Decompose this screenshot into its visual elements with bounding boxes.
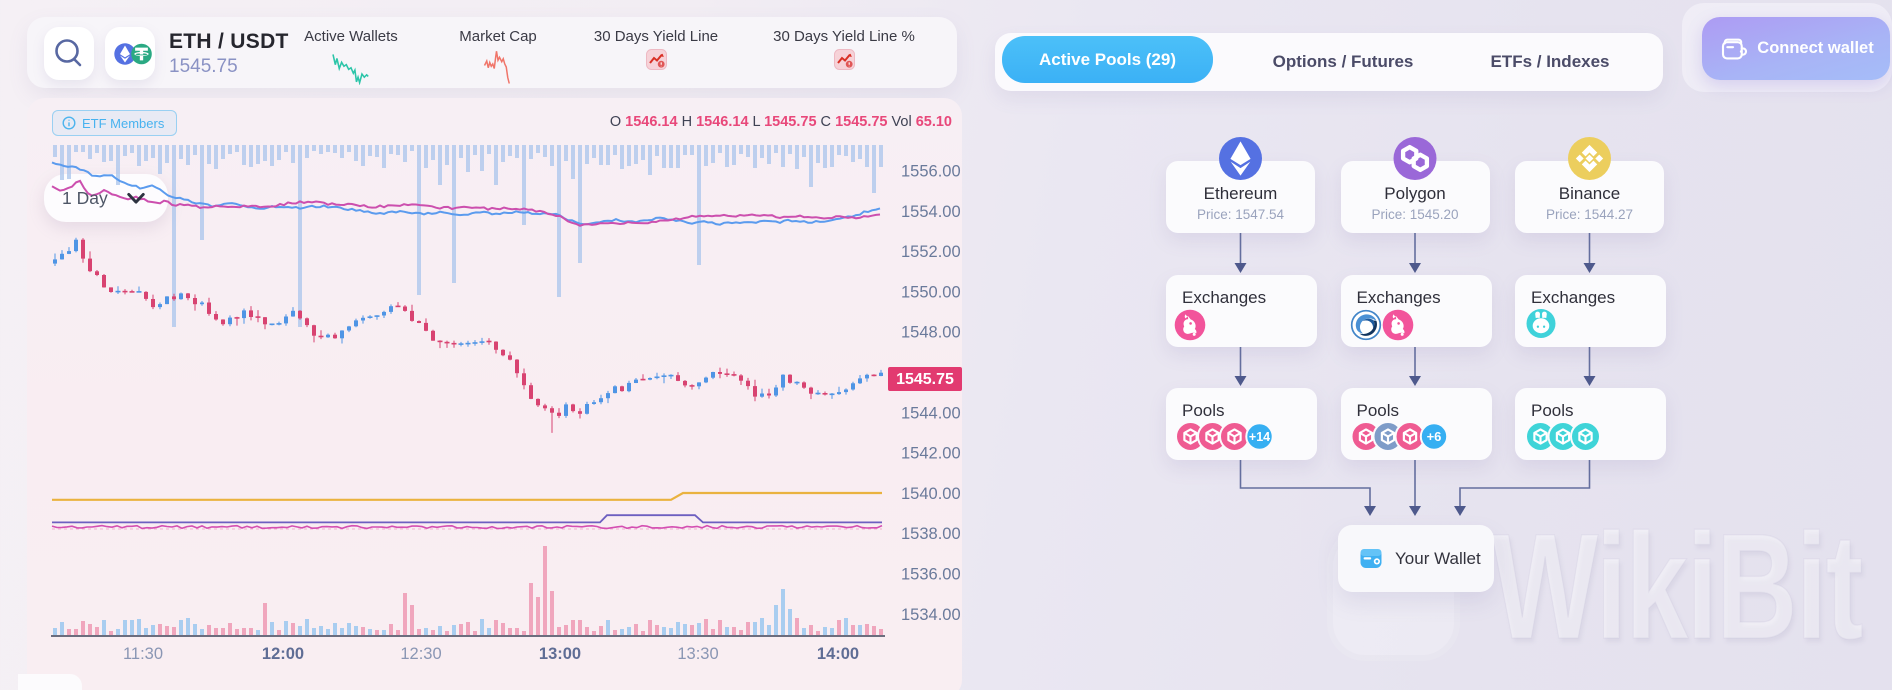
svg-text:1540.00: 1540.00 xyxy=(901,485,961,503)
svg-text:1544.00: 1544.00 xyxy=(901,404,961,422)
svg-text:1554.00: 1554.00 xyxy=(901,203,961,221)
svg-text:1552.00: 1552.00 xyxy=(901,243,961,261)
svg-text:1542.00: 1542.00 xyxy=(901,445,961,463)
svg-text:12:30: 12:30 xyxy=(400,645,441,663)
svg-text:14:00: 14:00 xyxy=(817,645,859,663)
svg-text:1536.00: 1536.00 xyxy=(901,566,961,584)
svg-text:+14: +14 xyxy=(1249,430,1270,444)
svg-text:13:30: 13:30 xyxy=(677,645,718,663)
svg-text:1556.00: 1556.00 xyxy=(901,163,961,181)
svg-text:1538.00: 1538.00 xyxy=(901,525,961,543)
svg-text:12:00: 12:00 xyxy=(262,645,304,663)
svg-text:1545.75: 1545.75 xyxy=(896,371,954,388)
svg-text:1548.00: 1548.00 xyxy=(901,324,961,342)
svg-text:1550.00: 1550.00 xyxy=(901,283,961,301)
svg-text:+6: +6 xyxy=(1427,429,1442,444)
svg-text:13:00: 13:00 xyxy=(539,645,581,663)
svg-text:1534.00: 1534.00 xyxy=(901,606,961,624)
svg-text:11:30: 11:30 xyxy=(123,645,163,663)
